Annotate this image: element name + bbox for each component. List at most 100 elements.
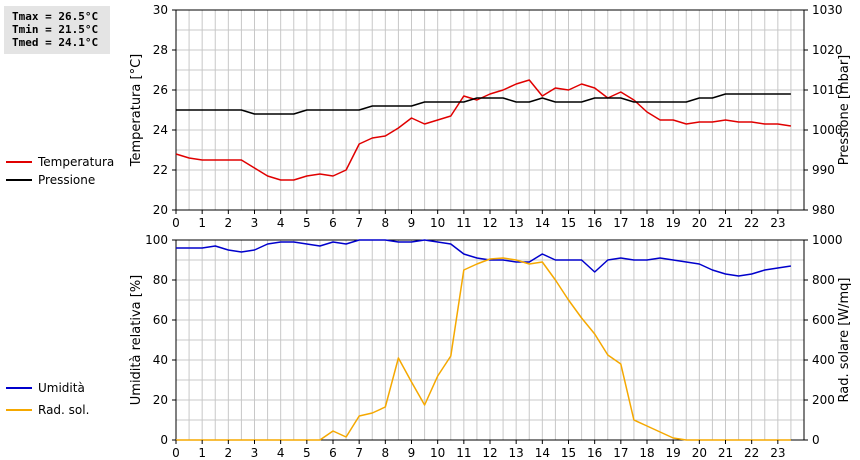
x-tick-label: 12 <box>482 446 497 460</box>
x-tick-label: 9 <box>408 446 416 460</box>
x-tick-label: 5 <box>303 216 311 230</box>
legend-label-temperatura: Temperatura <box>37 155 114 169</box>
x-tick-label: 18 <box>639 216 654 230</box>
x-tick-label: 5 <box>303 446 311 460</box>
series-line-temperatura <box>175 79 792 181</box>
y2-tick-label: 200 <box>812 393 835 407</box>
y-tick-label: 80 <box>153 273 168 287</box>
x-tick-label: 23 <box>770 216 785 230</box>
y2-tick-label: 1000 <box>812 233 843 247</box>
x-tick-label: 12 <box>482 216 497 230</box>
legend-label-umidita: Umidità <box>38 381 85 395</box>
stats-box: Tmax = 26.5°C Tmin = 21.5°C Tmed = 24.1°… <box>4 6 110 54</box>
y-axis-title-right: Rad. solare [W/mq] <box>837 277 852 402</box>
y2-tick-label: 1020 <box>812 43 843 57</box>
x-tick-label: 21 <box>718 446 733 460</box>
x-tick-label: 6 <box>329 446 337 460</box>
y2-tick-label: 1000 <box>812 123 843 137</box>
y-tick-label: 0 <box>160 433 168 447</box>
y-axis-left: 20 22 24 26 28 30 <box>153 3 176 217</box>
x-tick-label: 2 <box>225 216 233 230</box>
y2-tick-label: 0 <box>812 433 820 447</box>
x-tick-label: 9 <box>408 216 416 230</box>
y-tick-label: 20 <box>153 203 168 217</box>
x-tick-label: 15 <box>561 216 576 230</box>
x-tick-label: 22 <box>744 216 759 230</box>
x-tick-label: 17 <box>613 446 628 460</box>
x-tick-label: 23 <box>770 446 785 460</box>
x-tick-label: 3 <box>251 216 259 230</box>
legend-label-pressione: Pressione <box>38 173 95 187</box>
x-tick-label: 1 <box>198 216 206 230</box>
y-tick-label: 100 <box>145 233 168 247</box>
x-tick-label: 19 <box>666 446 681 460</box>
x-tick-label: 3 <box>251 446 259 460</box>
tmin-text: Tmin = 21.5°C <box>12 23 99 36</box>
x-tick-label: 14 <box>535 446 550 460</box>
y-tick-label: 24 <box>153 123 168 137</box>
y2-tick-label: 600 <box>812 313 835 327</box>
legend: Umidità Rad. sol. <box>6 381 89 417</box>
x-tick-label: 20 <box>692 446 707 460</box>
x-tick-label: 20 <box>692 216 707 230</box>
y2-tick-label: 400 <box>812 353 835 367</box>
x-tick-label: 7 <box>355 216 363 230</box>
x-tick-label: 6 <box>329 216 337 230</box>
y-tick-label: 60 <box>153 313 168 327</box>
x-tick-label: 7 <box>355 446 363 460</box>
y-axis-title-right: Pressione [mbar] <box>837 55 852 166</box>
x-tick-label: 14 <box>535 216 550 230</box>
x-tick-label: 8 <box>382 216 390 230</box>
series-group <box>176 239 792 441</box>
tmed-text: Tmed = 24.1°C <box>12 36 99 49</box>
y-tick-label: 26 <box>153 83 168 97</box>
x-tick-label: 13 <box>509 216 524 230</box>
grid <box>176 10 804 210</box>
series-line-rad-sol <box>176 257 791 441</box>
y-axis-right: 980 990 1000 1010 1020 1030 <box>804 3 843 217</box>
y-axis-left: 0 20 40 60 80 100 <box>145 233 176 447</box>
grid <box>176 240 804 440</box>
x-tick-label: 18 <box>639 446 654 460</box>
x-axis: 0 1 2 3 4 5 6 7 8 9 10 11 12 13 14 15 16 17 18 19 20 21 22 23 <box>172 440 785 460</box>
x-tick-label: 21 <box>718 216 733 230</box>
x-tick-label: 0 <box>172 446 180 460</box>
x-tick-label: 0 <box>172 216 180 230</box>
y-axis-title-left: Temperatura [°C] <box>129 54 144 167</box>
y-tick-label: 20 <box>153 393 168 407</box>
y-axis-right: 0 200 400 600 800 1000 <box>804 233 843 447</box>
x-tick-label: 19 <box>666 216 681 230</box>
x-axis: 0 1 2 3 4 5 6 7 8 9 10 11 12 13 14 15 16 17 18 19 20 21 22 23 <box>172 210 785 230</box>
x-tick-label: 2 <box>225 446 233 460</box>
humidity-radiation-chart: 0 1 2 3 4 5 6 7 8 9 10 11 12 13 14 15 16 17 18 19 20 21 22 23 0… <box>6 233 852 460</box>
y-tick-label: 22 <box>153 163 168 177</box>
y2-tick-label: 1010 <box>812 83 843 97</box>
x-tick-label: 1 <box>198 446 206 460</box>
temperature-pressure-chart: 0 1 2 3 4 5 6 7 8 9 10 11 12 13 14 15 16 17 18 19 20 21 22 23 2… <box>6 3 852 230</box>
y2-tick-label: 990 <box>812 163 835 177</box>
legend-label-rad-sol: Rad. sol. <box>38 403 89 417</box>
x-tick-label: 8 <box>382 446 390 460</box>
x-tick-label: 13 <box>509 446 524 460</box>
x-tick-label: 16 <box>587 216 602 230</box>
x-tick-label: 22 <box>744 446 759 460</box>
y-tick-label: 30 <box>153 3 168 17</box>
x-tick-label: 16 <box>587 446 602 460</box>
x-tick-label: 11 <box>456 446 471 460</box>
y2-tick-label: 800 <box>812 273 835 287</box>
x-tick-label: 17 <box>613 216 628 230</box>
y-axis-title-left: Umidità relativa [%] <box>129 275 144 405</box>
tmax-text: Tmax = 26.5°C <box>12 10 99 23</box>
series-line-pressione <box>176 93 791 115</box>
x-tick-label: 15 <box>561 446 576 460</box>
y-tick-label: 40 <box>153 353 168 367</box>
legend: Temperatura Pressione <box>6 155 114 187</box>
x-tick-label: 10 <box>430 216 445 230</box>
x-tick-label: 11 <box>456 216 471 230</box>
series-group <box>175 79 792 181</box>
y2-tick-label: 1030 <box>812 3 843 17</box>
x-tick-label: 4 <box>277 446 285 460</box>
series-line-umidit <box>176 239 792 277</box>
x-tick-label: 4 <box>277 216 285 230</box>
